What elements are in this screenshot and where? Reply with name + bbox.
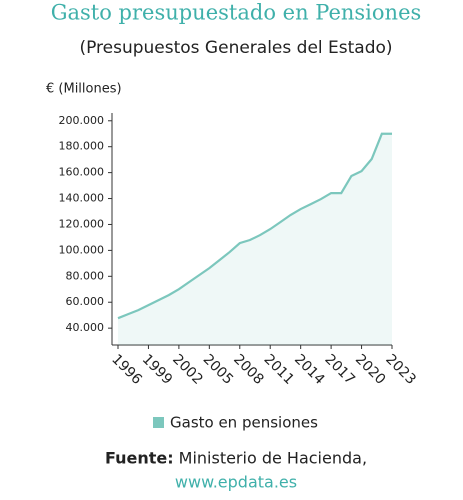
chart-subtitle: (Presupuestos Generales del Estado) <box>79 38 392 58</box>
y-tick-label: 140.000 <box>59 192 105 205</box>
y-tick-label: 120.000 <box>59 217 105 230</box>
source: Ministerio de Hacienda, <box>179 449 367 468</box>
legend-label: Gasto en pensiones <box>170 414 318 432</box>
x-tick-label: 2002 <box>169 351 206 388</box>
y-tick-label: 60.000 <box>66 295 105 308</box>
y-tick-label: 40.000 <box>66 321 105 334</box>
source-url: www.epdata.es <box>175 473 297 492</box>
y-tick-label: 180.000 <box>59 140 105 153</box>
source-label: Fuente: <box>105 449 174 468</box>
y-tick-label: 80.000 <box>66 269 105 282</box>
x-tick-label: 2014 <box>291 351 328 388</box>
x-tick-label: 2017 <box>321 351 358 388</box>
x-tick-label: 2023 <box>382 351 419 388</box>
x-tick-label: 2005 <box>200 351 237 388</box>
y-axis-label: € (Millones) <box>46 82 122 97</box>
x-tick-label: 2008 <box>230 351 267 388</box>
y-tick-label: 100.000 <box>59 243 105 256</box>
chart-title: Gasto presupuestado en Pensiones <box>51 1 422 25</box>
y-tick-label: 200.000 <box>59 114 105 127</box>
legend-swatch <box>153 417 164 428</box>
y-tick-label: 160.000 <box>59 166 105 179</box>
line <box>117 132 392 320</box>
area <box>118 133 392 345</box>
x-tick-label: 1996 <box>108 351 145 388</box>
x-tick-label: 2020 <box>352 351 389 388</box>
x-tick-label: 1999 <box>139 351 176 388</box>
x-tick-label: 2011 <box>261 351 298 388</box>
